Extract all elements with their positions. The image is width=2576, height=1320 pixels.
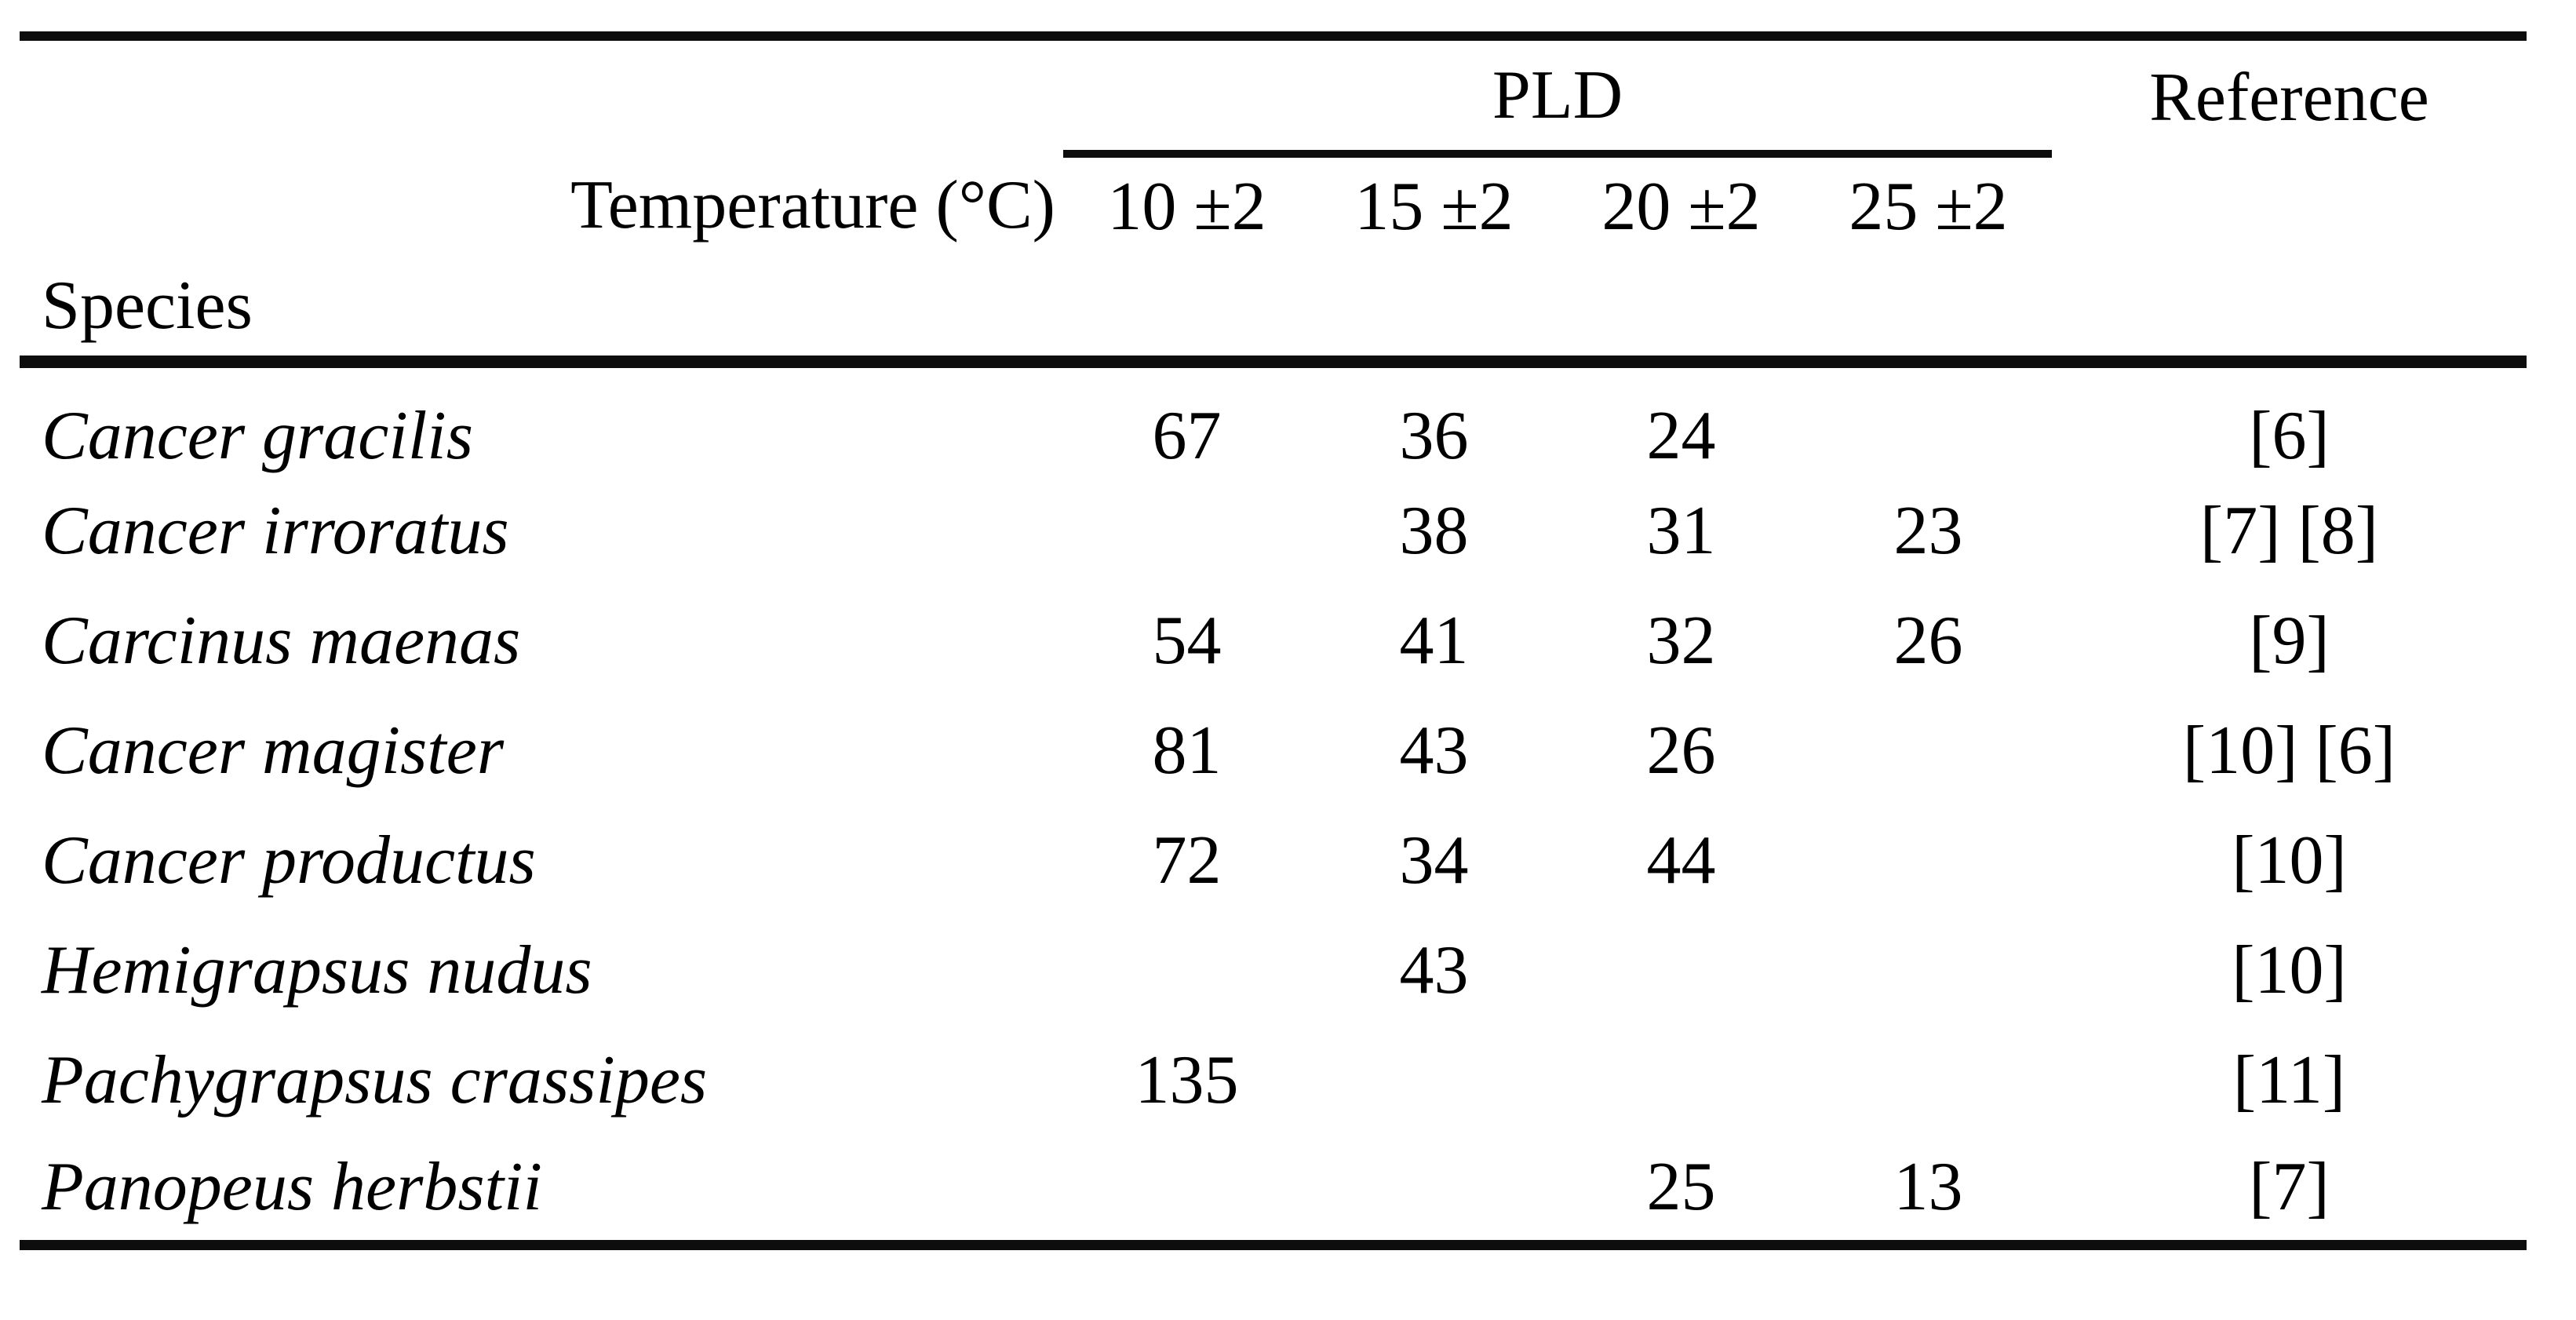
pld-value <box>1805 915 2052 1025</box>
reference-cell: [7] <box>2249 1149 2330 1226</box>
reference-cell: [10] [6] <box>2182 712 2396 789</box>
empty-cell <box>1558 256 1805 368</box>
pld-value: 26 <box>1646 712 1716 789</box>
pld-value: 81 <box>1152 712 1222 789</box>
table-header-temps-row: Temperature (°C) 10 ±2 15 ±2 20 ±2 25 ±2 <box>20 154 2527 256</box>
reference-cell: [11] <box>2232 1041 2346 1118</box>
pld-value <box>1063 476 1310 585</box>
species-header: Species <box>20 256 1063 368</box>
temperature-header: Temperature (°C) <box>570 166 1055 243</box>
pld-table: PLD Reference Temperature (°C) 10 ±2 15 … <box>20 31 2527 1250</box>
pld-header: PLD <box>1063 36 2052 158</box>
species-cell: Panopeus herbstii <box>42 1149 542 1226</box>
pld-value: 135 <box>1135 1041 1239 1118</box>
pld-value: 24 <box>1646 398 1716 474</box>
species-cell: Cancer productus <box>42 822 536 899</box>
table-row: Cancer irroratus 38 31 23 [7] [8] <box>20 476 2527 585</box>
pld-value <box>1063 915 1310 1025</box>
pld-value <box>1805 362 2052 476</box>
reference-header: Reference <box>2149 59 2429 136</box>
pld-value: 23 <box>1893 492 1963 569</box>
empty-corner-cell <box>20 36 1063 154</box>
pld-value <box>1310 1135 1558 1245</box>
pld-value: 44 <box>1646 822 1716 899</box>
species-cell: Hemigrapsus nudus <box>42 932 592 1008</box>
temp-col-header-20: 20 ±2 <box>1601 169 1761 245</box>
pld-value <box>1805 805 2052 915</box>
table-row: Hemigrapsus nudus 43 [10] <box>20 915 2527 1025</box>
empty-cell <box>1310 256 1558 368</box>
pld-value: 25 <box>1646 1149 1716 1226</box>
empty-cell <box>1063 256 1310 368</box>
pld-value: 54 <box>1152 602 1222 679</box>
pld-value: 32 <box>1646 602 1716 679</box>
pld-value <box>1558 915 1805 1025</box>
temp-col-header-15: 15 ±2 <box>1354 169 1514 245</box>
temp-col-header-10: 10 ±2 <box>1107 169 1266 245</box>
table-row: Cancer productus 72 34 44 [10] <box>20 805 2527 915</box>
table-row: Panopeus herbstii 25 13 [7] <box>20 1135 2527 1245</box>
reference-cell: [10] <box>2232 822 2347 899</box>
reference-cell: [9] <box>2249 602 2330 679</box>
table-row: Cancer magister 81 43 26 [10] [6] <box>20 695 2527 805</box>
reference-cell: [10] <box>2232 932 2347 1008</box>
reference-cell: [6] <box>2249 398 2330 474</box>
pld-value: 26 <box>1893 602 1963 679</box>
pld-value: 36 <box>1399 398 1469 474</box>
pld-value: 41 <box>1399 602 1469 679</box>
species-cell: Cancer gracilis <box>42 398 473 474</box>
pld-value: 43 <box>1399 932 1469 1008</box>
pld-value <box>1805 1025 2052 1135</box>
pld-value: 38 <box>1399 492 1469 569</box>
table-row: Carcinus maenas 54 41 32 26 [9] <box>20 585 2527 695</box>
pld-value: 34 <box>1399 822 1469 899</box>
pld-value <box>1063 1135 1310 1245</box>
pld-value: 43 <box>1399 712 1469 789</box>
species-cell: Cancer irroratus <box>42 492 509 569</box>
empty-cell <box>1805 256 2052 368</box>
table-header-species-row: Species <box>20 256 2527 368</box>
species-cell: Cancer magister <box>42 712 505 789</box>
table-row: Pachygrapsus crassipes 135 [11] <box>20 1025 2527 1135</box>
species-cell: Carcinus maenas <box>42 602 521 679</box>
table-row: Cancer gracilis 67 36 24 [6] <box>20 362 2527 476</box>
empty-reference-cell <box>2052 154 2527 256</box>
pld-value: 31 <box>1646 492 1716 569</box>
pld-value <box>1310 1025 1558 1135</box>
table-header-top-row: PLD Reference <box>20 36 2527 158</box>
pld-value: 13 <box>1893 1149 1963 1226</box>
pld-value <box>1805 695 2052 805</box>
pld-value: 67 <box>1152 398 1222 474</box>
species-cell: Pachygrapsus crassipes <box>42 1041 708 1118</box>
pld-value <box>1558 1025 1805 1135</box>
pld-value: 72 <box>1152 822 1222 899</box>
temp-col-header-25: 25 ±2 <box>1849 169 2008 245</box>
empty-cell <box>2052 256 2527 368</box>
reference-cell: [7] [8] <box>2199 492 2379 569</box>
